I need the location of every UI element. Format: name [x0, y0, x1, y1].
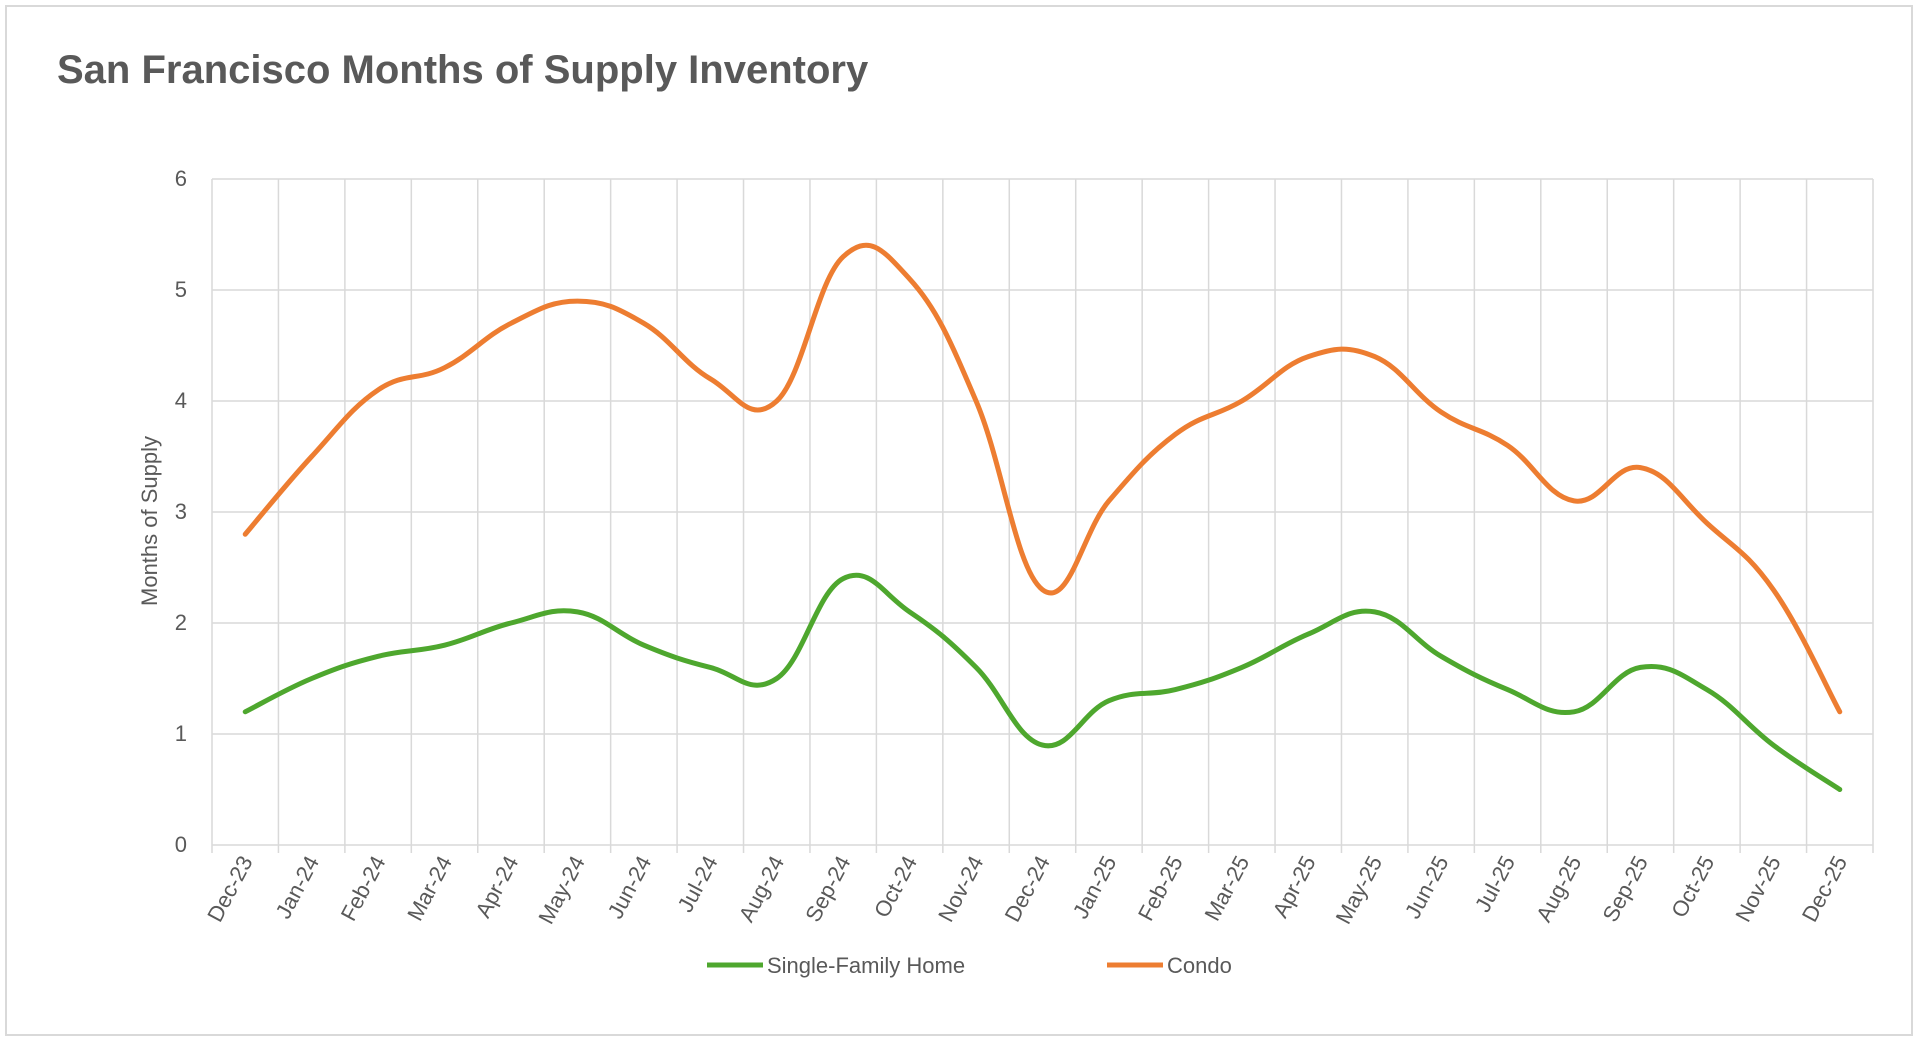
- x-tick-label: Dec-25: [1797, 852, 1852, 926]
- y-tick-label: 0: [175, 832, 187, 857]
- x-tick-label: Oct-24: [869, 852, 922, 922]
- x-tick-label: Sep-25: [1597, 852, 1652, 926]
- x-tick-label: Apr-24: [470, 852, 523, 922]
- series-line-0: [242, 572, 1843, 792]
- chart-title: San Francisco Months of Supply Inventory: [57, 48, 869, 92]
- y-tick-label: 2: [175, 610, 187, 635]
- series-line-1: [242, 242, 1843, 715]
- x-tick-label: Jan-24: [270, 852, 324, 923]
- series-lines: [242, 242, 1843, 792]
- grid-lines: [211, 178, 1874, 853]
- chart-svg: San Francisco Months of Supply Inventory…: [57, 48, 1874, 978]
- y-tick-label: 1: [175, 721, 187, 746]
- legend-label: Single-Family Home: [767, 953, 965, 978]
- x-tick-label: Feb-25: [1133, 852, 1188, 925]
- x-axis-ticks: Dec-23 Jan-24 Feb-24 Mar-24 Apr-24 May-24 Jun-…: [202, 852, 1852, 929]
- x-tick-label: Jul-25: [1470, 852, 1520, 917]
- x-tick-label: May-25: [1331, 852, 1388, 929]
- chart-container: San Francisco Months of Supply Inventory…: [5, 5, 1913, 1036]
- x-tick-label: Jun-25: [1400, 852, 1454, 923]
- x-tick-label: Feb-24: [336, 852, 391, 925]
- x-tick-label: Dec-24: [1000, 852, 1055, 926]
- y-tick-label: 4: [175, 388, 187, 413]
- y-tick-label: 3: [175, 499, 187, 524]
- x-tick-label: Jul-24: [673, 852, 723, 917]
- x-tick-label: Aug-25: [1531, 852, 1586, 926]
- x-tick-label: Nov-25: [1730, 852, 1785, 926]
- y-axis-ticks: 0 1 2 3 4 5 6: [175, 166, 187, 857]
- legend-label: Condo: [1167, 953, 1232, 978]
- x-tick-label: May-24: [533, 852, 590, 929]
- y-tick-label: 6: [175, 166, 187, 191]
- x-tick-label: Nov-24: [933, 852, 988, 926]
- x-tick-label: Oct-25: [1666, 852, 1719, 922]
- x-tick-label: Mar-25: [1199, 852, 1254, 925]
- x-tick-label: Jun-24: [603, 852, 657, 923]
- x-tick-label: Sep-24: [800, 852, 855, 926]
- y-tick-label: 5: [175, 277, 187, 302]
- y-axis-title: Months of Supply: [137, 436, 162, 606]
- x-tick-label: Jan-25: [1068, 852, 1122, 923]
- legend: Single-Family Home Condo: [707, 953, 1232, 978]
- x-tick-label: Dec-23: [202, 852, 257, 926]
- x-tick-label: Aug-24: [734, 852, 789, 926]
- x-tick-label: Mar-24: [402, 852, 457, 925]
- x-tick-label: Apr-25: [1268, 852, 1321, 922]
